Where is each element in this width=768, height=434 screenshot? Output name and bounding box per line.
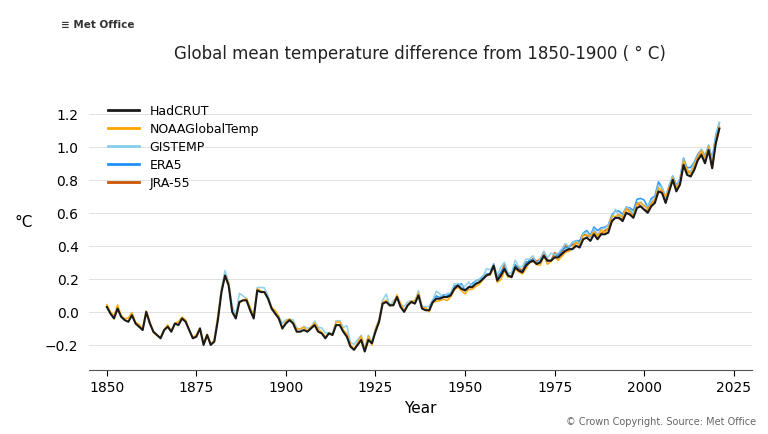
Text: ≡ Met Office: ≡ Met Office <box>61 20 135 30</box>
Y-axis label: °C: °C <box>15 215 33 230</box>
Text: © Crown Copyright. Source: Met Office: © Crown Copyright. Source: Met Office <box>566 416 756 426</box>
X-axis label: Year: Year <box>404 400 436 415</box>
Title: Global mean temperature difference from 1850-1900 ( ° C): Global mean temperature difference from … <box>174 45 666 63</box>
Legend: HadCRUT, NOAAGlobalTemp, GISTEMP, ERA5, JRA-55: HadCRUT, NOAAGlobalTemp, GISTEMP, ERA5, … <box>102 99 265 196</box>
